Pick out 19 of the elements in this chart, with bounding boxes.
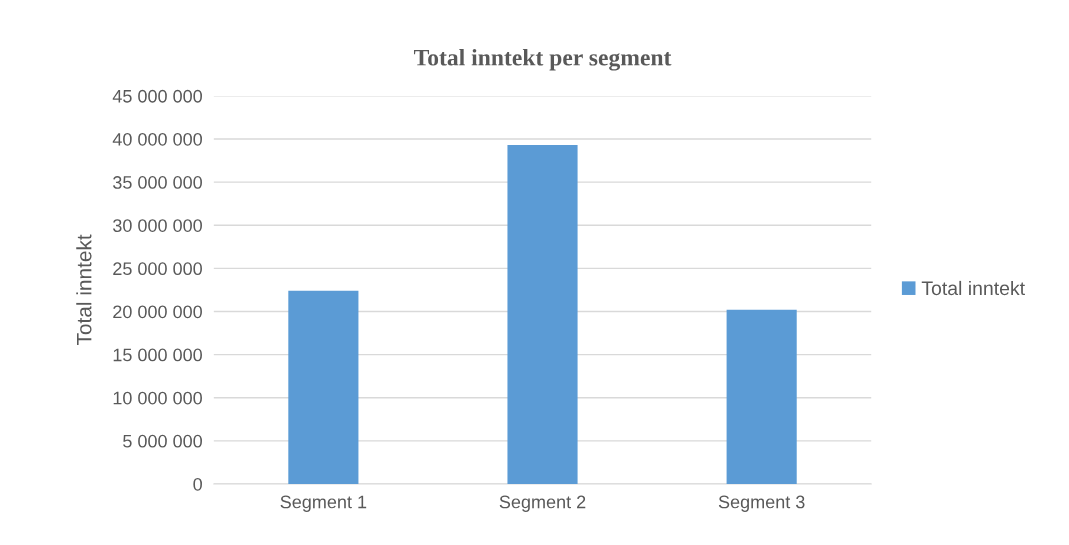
bar bbox=[507, 145, 578, 484]
y-tick-label: 30 000 000 bbox=[113, 219, 202, 232]
y-tick-label: 45 000 000 bbox=[112, 89, 202, 103]
y-tick-label: 10 000 000 bbox=[113, 391, 202, 405]
bar bbox=[288, 290, 359, 484]
x-tick-label: Segment 3 bbox=[718, 495, 805, 512]
y-tick-label: 5 000 000 bbox=[123, 434, 202, 448]
y-tick-label: 20 000 000 bbox=[113, 305, 202, 319]
y-tick-label: 40 000 000 bbox=[112, 132, 202, 146]
y-tick-label: 25 000 000 bbox=[113, 262, 202, 276]
y-axis-title: Total inntekt bbox=[76, 234, 92, 346]
x-tick-label: Segment 1 bbox=[280, 495, 367, 512]
x-tick-label: Segment 2 bbox=[499, 495, 586, 512]
y-tick-label: 15 000 000 bbox=[113, 348, 202, 362]
bar bbox=[726, 309, 797, 484]
y-tick-label: 35 000 000 bbox=[113, 176, 202, 189]
chart-title: Total inntekt per segment bbox=[413, 48, 672, 71]
y-tick-label: 0 bbox=[193, 477, 202, 491]
legend-label: Total inntekt bbox=[921, 280, 1025, 296]
